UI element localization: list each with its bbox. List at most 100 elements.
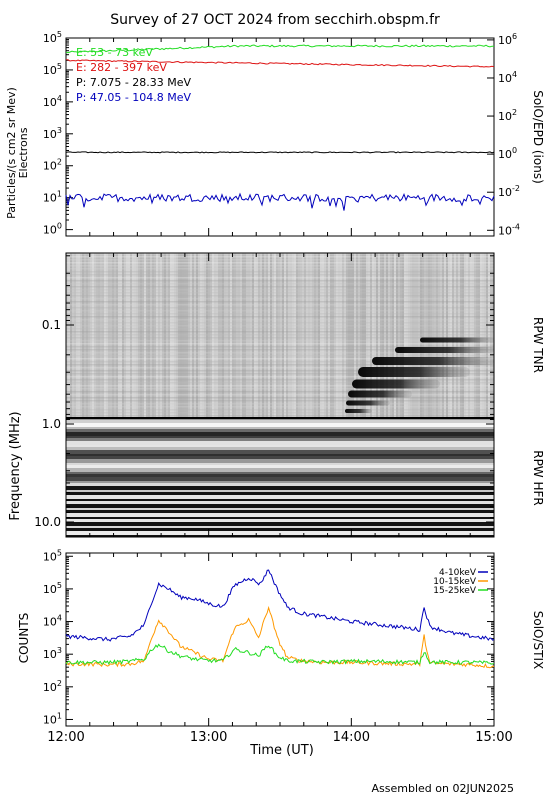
hfr-stripe xyxy=(66,526,494,528)
tnr-noise-row xyxy=(66,388,494,390)
tnr-noise-row xyxy=(66,322,494,324)
tnr-noise-row xyxy=(66,301,494,303)
tnr-noise-row xyxy=(66,406,494,408)
tnr-noise-row xyxy=(66,391,494,393)
tnr-noise-row xyxy=(66,319,494,321)
tnr-noise-column xyxy=(294,253,296,418)
tnr-noise-column xyxy=(172,253,174,418)
tnr-noise-column xyxy=(256,253,258,418)
tnr-noise-column xyxy=(272,253,274,418)
tnr-noise-row xyxy=(66,310,494,312)
hfr-stripe xyxy=(66,420,494,423)
y-tick-label: 102 xyxy=(43,679,62,694)
tnr-noise-row xyxy=(66,268,494,270)
stix-legend-entry: 10-15keV xyxy=(433,577,477,587)
hfr-stripe xyxy=(66,423,494,427)
tnr-noise-column xyxy=(368,253,370,418)
tnr-noise-row xyxy=(66,340,494,342)
epd-right-label: SolO/EPD (ions) xyxy=(531,90,545,184)
tnr-noise-column xyxy=(148,253,150,418)
tnr-noise-column xyxy=(160,253,162,418)
tnr-noise-row xyxy=(66,292,494,294)
tnr-noise-column xyxy=(428,253,430,418)
tnr-noise-row xyxy=(66,394,494,396)
tnr-noise-column xyxy=(286,253,288,418)
tnr-noise-column xyxy=(418,253,420,418)
tnr-noise-row xyxy=(66,277,494,279)
tnr-noise-column xyxy=(94,253,96,418)
tnr-noise-column xyxy=(466,253,468,418)
tnr-noise-column xyxy=(114,253,116,418)
tnr-noise-column xyxy=(212,253,214,418)
tnr-noise-column xyxy=(402,253,404,418)
tnr-noise-column xyxy=(424,253,426,418)
tnr-noise-column xyxy=(82,253,84,418)
tnr-noise-column xyxy=(322,253,324,418)
hfr-stripe xyxy=(66,436,494,438)
tnr-noise-column xyxy=(158,253,160,418)
tnr-noise-row xyxy=(66,385,494,387)
tnr-noise-row xyxy=(66,352,494,354)
tnr-noise-column xyxy=(66,253,68,418)
tnr-noise-column xyxy=(180,253,182,418)
tnr-noise-column xyxy=(242,253,244,418)
y-right-tick-label: 10-4 xyxy=(498,222,520,237)
type-iii-burst-band xyxy=(372,357,494,365)
tnr-noise-column xyxy=(388,253,390,418)
tnr-noise-column xyxy=(202,253,204,418)
tnr-noise-column xyxy=(224,253,226,418)
tnr-noise-column xyxy=(288,253,290,418)
tnr-noise-column xyxy=(478,253,480,418)
stix-series-line xyxy=(65,569,495,642)
hfr-stripe xyxy=(66,490,494,492)
tnr-noise-column xyxy=(460,253,462,418)
tnr-noise-column xyxy=(338,253,340,418)
tnr-noise-column xyxy=(312,253,314,418)
y-tick-label: 104 xyxy=(43,94,62,109)
hfr-stripe xyxy=(66,483,494,486)
hfr-stripe xyxy=(66,481,494,483)
epd-axis-ticks: 100 101 102 103 104 105 105 10-4 10-2 100 102 104 10… xyxy=(43,30,520,237)
hfr-stripe xyxy=(66,495,494,499)
assembled-footer: Assembled on 02JUN2025 xyxy=(372,782,514,795)
tnr-noise-column xyxy=(490,253,492,418)
y-tick-label: 105 xyxy=(43,548,62,563)
tnr-noise-column xyxy=(138,253,140,418)
tnr-noise-column xyxy=(136,253,138,418)
tnr-noise-row xyxy=(66,376,494,378)
tnr-noise-row xyxy=(66,289,494,291)
tnr-noise-row xyxy=(66,283,494,285)
tnr-noise-column xyxy=(462,253,464,418)
tnr-noise-column xyxy=(366,253,368,418)
tnr-noise-column xyxy=(270,253,272,418)
stix-xlabel: Time (UT) xyxy=(249,743,314,758)
tnr-noise-column xyxy=(196,253,198,418)
tnr-noise-column xyxy=(252,253,254,418)
y-right-tick-label: 106 xyxy=(498,32,517,47)
tnr-noise-column xyxy=(354,253,356,418)
tnr-noise-row xyxy=(66,382,494,384)
tnr-noise-row xyxy=(66,400,494,402)
tnr-noise-column xyxy=(430,253,432,418)
tnr-noise-column xyxy=(336,253,338,418)
tnr-noise-column xyxy=(406,253,408,418)
epd-series-lines xyxy=(65,44,495,211)
tnr-noise-column xyxy=(364,253,366,418)
tnr-noise-column xyxy=(206,253,208,418)
hfr-stripe xyxy=(66,501,494,504)
tnr-noise-column xyxy=(468,253,470,418)
tnr-noise-column xyxy=(248,253,250,418)
tnr-noise-column xyxy=(268,253,270,418)
tnr-noise-column xyxy=(142,253,144,418)
tnr-noise-column xyxy=(304,253,306,418)
epd-series-line xyxy=(65,192,495,211)
tnr-noise-row xyxy=(66,259,494,261)
tnr-noise-column xyxy=(484,253,486,418)
hfr-stripe xyxy=(66,456,494,459)
tnr-noise-row xyxy=(66,361,494,363)
tnr-noise-column xyxy=(74,253,76,418)
hfr-stripe xyxy=(66,472,494,474)
hfr-stripe xyxy=(66,459,494,463)
tnr-noise-column xyxy=(220,253,222,418)
